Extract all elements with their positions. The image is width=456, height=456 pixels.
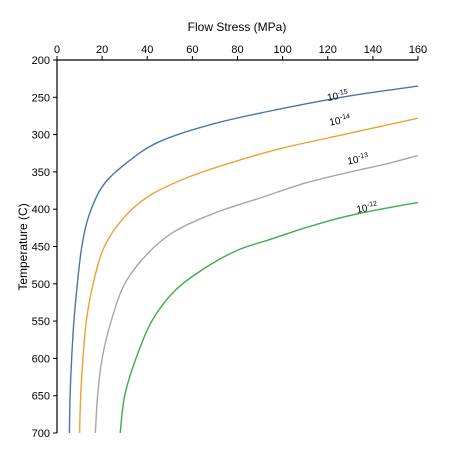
y-tick-label: 350 [32, 167, 50, 179]
series-lines [68, 85, 419, 434]
y-tick-label: 200 [32, 55, 50, 67]
y-tick-label: 450 [32, 242, 50, 254]
x-tick-label: 40 [141, 44, 153, 56]
series-line-2 [78, 117, 419, 434]
x-tick-label: 140 [364, 44, 382, 56]
y-axis-title: Temperature (C) [16, 203, 30, 290]
x-tick-label: 100 [273, 44, 291, 56]
y-tick-label: 250 [32, 92, 50, 104]
curve-labels: 10-15 10-14 10-13 10-12 [326, 88, 379, 216]
y-tick-label: 650 [32, 391, 50, 403]
x-tick-label: 60 [186, 44, 198, 56]
axes: 0 20 40 60 80 100 120 140 160 200 250 300 350 400 450 5… [32, 44, 428, 440]
curve-label-2: 10-14 [328, 113, 351, 129]
x-tick-label: 20 [96, 44, 108, 56]
series-line-3 [94, 154, 419, 434]
x-tick-label: 80 [231, 44, 243, 56]
curve-label-1: 10-15 [326, 88, 349, 104]
series-line-4 [119, 201, 419, 434]
x-axis-title: Flow Stress (MPa) [188, 20, 287, 34]
x-tick-label: 160 [409, 44, 427, 56]
x-tick-label: 0 [54, 44, 60, 56]
y-tick-label: 400 [32, 204, 50, 216]
series-line-1 [68, 85, 419, 434]
curve-label-4: 10-12 [356, 200, 379, 216]
y-tick-label: 700 [32, 428, 50, 440]
y-tick-label: 300 [32, 130, 50, 142]
y-tick-label: 500 [32, 279, 50, 291]
x-tick-label: 120 [319, 44, 337, 56]
y-tick-label: 550 [32, 316, 50, 328]
curve-label-3: 10-13 [347, 152, 370, 168]
y-tick-label: 600 [32, 353, 50, 365]
